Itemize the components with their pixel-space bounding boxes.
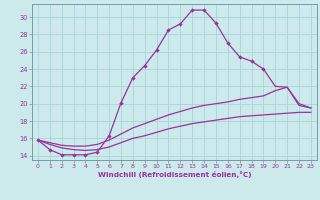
- X-axis label: Windchill (Refroidissement éolien,°C): Windchill (Refroidissement éolien,°C): [98, 171, 251, 178]
